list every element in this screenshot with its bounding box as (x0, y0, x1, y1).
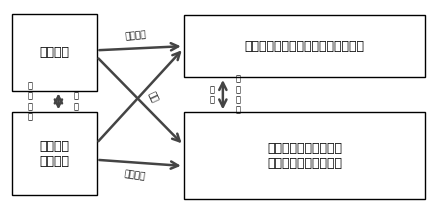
Text: 民族自治
地方政府: 民族自治 地方政府 (39, 140, 69, 168)
Text: 复
合
关
系: 复 合 关 系 (236, 75, 241, 115)
Bar (12, 112, 97, 195)
Text: 条
条: 条 条 (209, 85, 215, 104)
Bar (12, 14, 97, 90)
Text: 民族自治地方政府中分
管特定业务的职能部门: 民族自治地方政府中分 管特定业务的职能部门 (267, 142, 342, 170)
Text: 上级政府: 上级政府 (39, 46, 69, 59)
Text: 协作关系: 协作关系 (124, 170, 146, 182)
Text: 领导关系: 领导关系 (124, 30, 146, 41)
Text: 块
块: 块 块 (73, 92, 78, 111)
Text: 领
导
关
系: 领 导 关 系 (28, 81, 33, 121)
Text: 条块: 条块 (146, 90, 159, 104)
Bar (184, 112, 425, 199)
Bar (184, 15, 425, 77)
Text: 上级政府中分管特定业务的职能部门: 上级政府中分管特定业务的职能部门 (245, 40, 364, 53)
